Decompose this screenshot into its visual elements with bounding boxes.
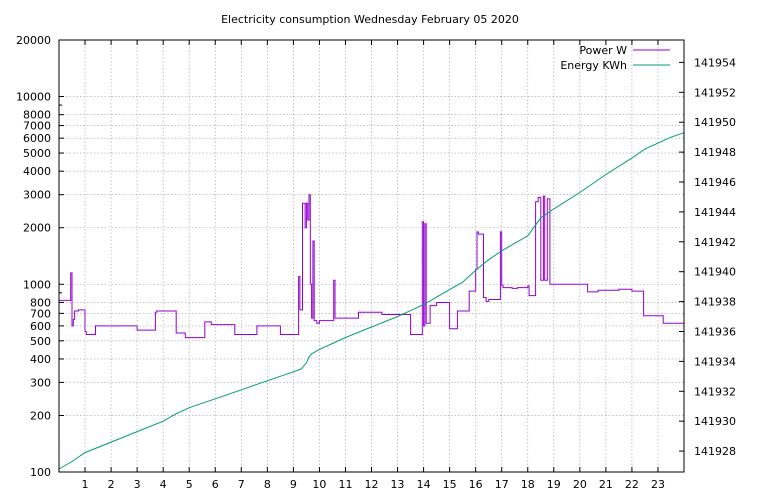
x-tick-label: 2	[108, 478, 115, 491]
y-tick-label: 800	[30, 296, 51, 309]
x-tick-label: 4	[160, 478, 167, 491]
y-tick-label: 4000	[23, 165, 51, 178]
y2-tick-label: 141948	[694, 146, 736, 159]
x-tick-label: 1	[82, 478, 89, 491]
x-tick-label: 16	[469, 478, 483, 491]
legend: Power W Energy KWh	[560, 44, 670, 72]
legend-label-power: Power W	[579, 44, 627, 57]
y-tick-label: 1000	[23, 278, 51, 291]
x-tick-label: 18	[521, 478, 535, 491]
x-tick-label: 9	[290, 478, 297, 491]
x-tick-label: 14	[417, 478, 431, 491]
y2-tick-label: 141946	[694, 176, 736, 189]
y2-tick-label: 141928	[694, 445, 736, 458]
x-tick-label: 19	[547, 478, 561, 491]
x-tick-label: 22	[625, 478, 639, 491]
y2-tick-label: 141950	[694, 116, 736, 129]
x-tick-label: 20	[573, 478, 587, 491]
y2-tick-label: 141934	[694, 355, 736, 368]
legend-label-energy: Energy KWh	[560, 59, 627, 72]
grid	[59, 40, 684, 472]
y2-tick-label: 141938	[694, 296, 736, 309]
chart-title: Electricity consumption Wednesday Februa…	[221, 13, 519, 26]
y-tick-label: 6000	[23, 132, 51, 145]
x-tick-label: 10	[312, 478, 326, 491]
y-tick-label: 300	[30, 376, 51, 389]
power-series-line	[59, 194, 684, 339]
y2-tick-label: 141930	[694, 415, 736, 428]
x-tick-label: 12	[365, 478, 379, 491]
y-tick-label: 5000	[23, 147, 51, 160]
y2-tick-label: 141932	[694, 385, 736, 398]
y-tick-label: 700	[30, 307, 51, 320]
y-tick-label: 3000	[23, 189, 51, 202]
y2-tick-label: 141954	[694, 56, 736, 69]
y-tick-label: 7000	[23, 120, 51, 133]
y2-tick-label: 141944	[694, 206, 736, 219]
y2-tick-label: 141952	[694, 86, 736, 99]
y-tick-label: 8000	[23, 109, 51, 122]
y2-tick-label: 141940	[694, 266, 736, 279]
y2-tick-label: 141942	[694, 236, 736, 249]
x-tick-label: 8	[264, 478, 271, 491]
x-tick-label: 3	[134, 478, 141, 491]
x-tick-label: 5	[186, 478, 193, 491]
y-tick-label: 200	[30, 409, 51, 422]
axis-ticks: 1 2 3 4 5 6 7 8 9 10 11 12 13 14 15 16 17 18 19 20 21 22 23100…	[16, 34, 736, 491]
y-tick-label: 100	[30, 466, 51, 479]
x-tick-label: 6	[212, 478, 219, 491]
x-tick-label: 17	[495, 478, 509, 491]
series-layer	[58, 132, 685, 470]
x-tick-label: 11	[338, 478, 352, 491]
y-tick-label: 400	[30, 353, 51, 366]
y-tick-label: 20000	[16, 34, 51, 47]
plot-border	[58, 39, 685, 473]
x-tick-label: 15	[443, 478, 457, 491]
x-tick-label: 21	[599, 478, 613, 491]
energy-series-line	[58, 132, 685, 470]
y-tick-label: 10000	[16, 91, 51, 104]
y-tick-label: 2000	[23, 222, 51, 235]
x-tick-label: 23	[651, 478, 665, 491]
y2-tick-label: 141936	[694, 325, 736, 338]
y-tick-label: 600	[30, 320, 51, 333]
x-tick-label: 7	[238, 478, 245, 491]
y-tick-label: 500	[30, 335, 51, 348]
x-tick-label: 13	[391, 478, 405, 491]
